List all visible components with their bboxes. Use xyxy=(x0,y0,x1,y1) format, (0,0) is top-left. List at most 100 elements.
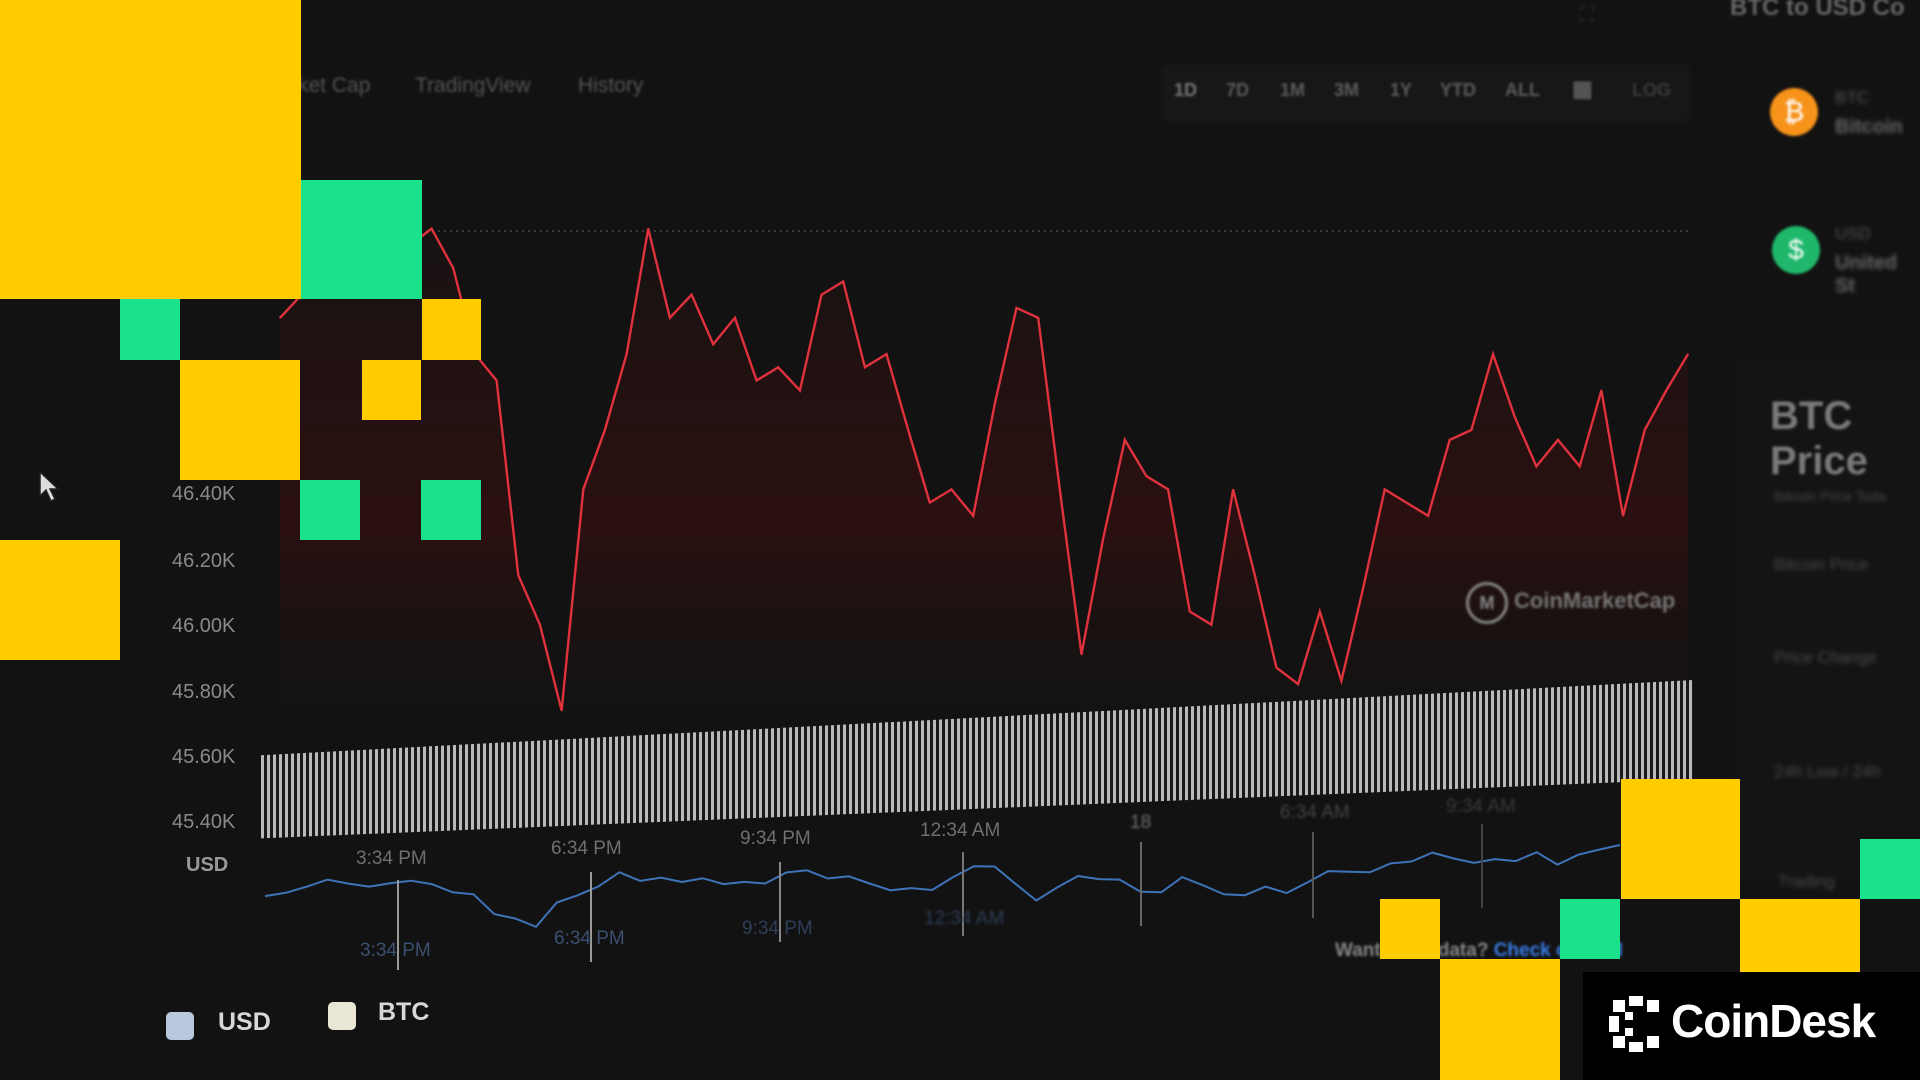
data-point xyxy=(1188,610,1191,613)
data-point xyxy=(950,488,953,491)
tab-market-cap[interactable]: ket Cap xyxy=(298,74,371,97)
legend-usd-swatch[interactable] xyxy=(166,1012,194,1040)
data-point xyxy=(1448,439,1451,441)
data-point xyxy=(799,389,801,392)
mouse-cursor-icon xyxy=(39,470,60,503)
coinmarketcap-logo-icon: M xyxy=(1466,582,1508,624)
data-point xyxy=(1145,475,1148,478)
data-point xyxy=(1557,439,1559,441)
brand-square xyxy=(1621,779,1740,899)
price-area xyxy=(280,185,1688,761)
data-point xyxy=(994,402,996,405)
data-point xyxy=(1232,488,1234,491)
data-point xyxy=(495,379,498,382)
range-7d[interactable]: 7D xyxy=(1226,80,1250,100)
data-point xyxy=(1687,353,1689,355)
data-point xyxy=(1059,488,1061,491)
converter-from-name: Bitcoin xyxy=(1835,116,1903,138)
x-tick: 18 xyxy=(1130,812,1152,833)
navigator-line xyxy=(264,844,1621,928)
legend-btc-swatch[interactable] xyxy=(328,1002,356,1030)
data-point xyxy=(1124,439,1126,441)
data-point xyxy=(1383,488,1386,491)
range-all[interactable]: ALL xyxy=(1505,80,1540,100)
data-point xyxy=(842,280,844,283)
brand-square xyxy=(0,540,120,660)
data-point xyxy=(1643,429,1646,431)
brand-square xyxy=(1380,899,1440,959)
data-point xyxy=(1427,515,1429,517)
side-panel xyxy=(1735,360,1920,880)
data-point xyxy=(1578,465,1581,468)
data-point xyxy=(1470,429,1473,431)
converter-from-code: BTC xyxy=(1835,88,1869,107)
data-point xyxy=(517,574,520,576)
data-point xyxy=(1622,515,1624,517)
y-tick: 45.80K xyxy=(172,681,236,703)
data-point xyxy=(1513,416,1516,418)
data-point xyxy=(539,623,541,626)
fullscreen-icon[interactable]: ⛶ xyxy=(1580,4,1594,26)
data-point xyxy=(582,488,585,491)
brand-logo: CoinDesk xyxy=(1583,972,1920,1080)
brand-square xyxy=(301,180,422,299)
navigator-tick: 6:34 PM xyxy=(554,928,625,949)
navigator-tick: 3:34 PM xyxy=(360,940,431,961)
converter-to-name: United St xyxy=(1835,252,1898,297)
coindesk-logo-icon xyxy=(1609,996,1659,1052)
brand-square xyxy=(1860,839,1920,899)
data-point xyxy=(1600,389,1603,392)
y-tick: 46.00K xyxy=(172,615,236,637)
navigator-divider xyxy=(1481,824,1483,908)
range-3m[interactable]: 3M xyxy=(1334,80,1360,100)
data-point xyxy=(885,353,888,355)
calendar-icon[interactable]: ▦ xyxy=(1572,76,1593,101)
side-row: Bitcoin Price Toda xyxy=(1774,488,1886,504)
side-panel-title: BTC Price xyxy=(1770,394,1868,483)
data-point xyxy=(929,501,931,504)
navigator-handle[interactable] xyxy=(590,872,592,962)
data-point xyxy=(1210,623,1213,626)
data-point xyxy=(1037,317,1039,319)
legend-btc-label[interactable]: BTC xyxy=(378,998,430,1026)
range-1m[interactable]: 1M xyxy=(1280,80,1306,100)
tab-tradingview[interactable]: TradingView xyxy=(415,74,531,97)
navigator-divider xyxy=(1312,832,1314,918)
data-point xyxy=(560,709,563,712)
data-point xyxy=(1275,666,1278,669)
data-point xyxy=(647,227,650,230)
x-tick: 9:34 AM xyxy=(1446,796,1516,817)
brand-square xyxy=(120,299,180,360)
converter-title: BTC to USD Co xyxy=(1730,0,1905,21)
price-line xyxy=(279,182,1690,711)
y-tick: 45.60K xyxy=(172,746,236,768)
brand-square xyxy=(422,299,481,360)
data-point xyxy=(430,227,433,230)
brand-square xyxy=(421,480,481,540)
data-point xyxy=(972,515,974,517)
range-ytd[interactable]: YTD xyxy=(1440,80,1476,100)
data-point xyxy=(452,267,455,270)
y-tick: 46.20K xyxy=(172,550,236,572)
range-1d[interactable]: 1D xyxy=(1174,80,1198,100)
data-point xyxy=(777,366,780,369)
data-point xyxy=(279,317,281,319)
x-tick: 6:34 AM xyxy=(1280,802,1350,823)
data-point xyxy=(1340,680,1343,682)
brand-square xyxy=(180,360,300,480)
data-point xyxy=(734,317,736,319)
data-point xyxy=(669,317,671,319)
side-row: Trading xyxy=(1778,872,1836,891)
navigator-tick: 12:34 AM xyxy=(924,908,1005,929)
navigator-handle[interactable] xyxy=(397,880,399,970)
range-log[interactable]: LOG xyxy=(1632,80,1671,100)
x-tick: 6:34 PM xyxy=(551,838,622,859)
y-tick: 45.40K xyxy=(172,811,236,833)
data-point xyxy=(1253,574,1256,576)
data-point xyxy=(1102,538,1104,540)
legend-usd-label[interactable]: USD xyxy=(218,1008,271,1036)
tab-history[interactable]: History xyxy=(578,74,644,97)
range-1y[interactable]: 1Y xyxy=(1390,80,1413,100)
brand-square xyxy=(362,360,421,420)
